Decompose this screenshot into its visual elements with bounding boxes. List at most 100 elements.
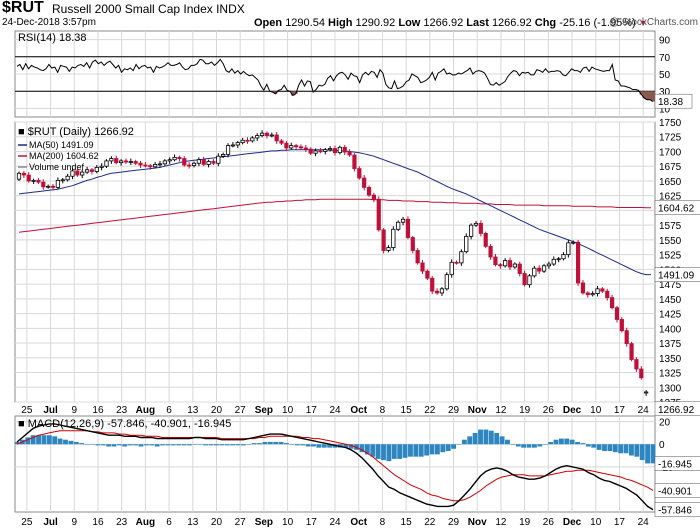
- price-tick-label: 1750: [659, 118, 682, 129]
- macd-histogram-bar: [564, 438, 570, 445]
- x-tick-label: Dec: [563, 405, 582, 416]
- macd-title: ■ MACD(12,26,9) -57.846, -40.901, -16.94…: [18, 418, 231, 430]
- candle-body: [342, 146, 347, 153]
- candle-body: [89, 169, 95, 172]
- candle-body: [182, 158, 187, 166]
- candle-body: [430, 277, 435, 292]
- candle-body: [600, 288, 605, 292]
- rsi-title: RSI(14) 18.38: [18, 32, 86, 44]
- candle-body: [143, 164, 148, 167]
- macd-histogram-bar: [575, 441, 580, 445]
- rsi-last-tag-box: [654, 93, 693, 109]
- macd-histogram-bar: [553, 439, 559, 445]
- macd-histogram-bar: [499, 436, 505, 445]
- low-label: Low: [398, 17, 421, 29]
- macd-histogram-bar: [602, 444, 607, 452]
- candle-body: [571, 241, 576, 244]
- legend-item: MA(50) 1491.09: [29, 140, 94, 150]
- price-tick-label: 1625: [659, 192, 682, 203]
- macd-histogram-bar: [440, 444, 446, 453]
- macd-histogram-bar: [321, 444, 327, 448]
- price-title: ■ $RUT (Daily) 1266.92: [18, 126, 134, 138]
- candle-body: [177, 156, 182, 159]
- x-tick-label: 24: [329, 405, 341, 416]
- macd-histogram-bar: [591, 444, 597, 448]
- x-tick-label: 23: [116, 405, 128, 416]
- chart-header: $RUT Russell 2000 Small Cap Index INDX 2…: [0, 0, 700, 30]
- macd-histogram-bar: [246, 444, 252, 445]
- rsi-oversold-fill: [639, 91, 644, 95]
- candle-body: [284, 142, 289, 149]
- low-value: 1266.92: [423, 17, 464, 29]
- macd-histogram-bar: [316, 444, 322, 448]
- candle-body: [362, 177, 367, 188]
- macd-histogram-bar: [650, 444, 656, 464]
- x-tick-label: 12: [495, 405, 507, 416]
- candle-body: [575, 241, 581, 284]
- macd-histogram-bar: [154, 444, 160, 447]
- x-tick-label: 15: [401, 517, 413, 528]
- candle-body: [498, 264, 503, 267]
- macd-hist-tag: -16.945: [658, 459, 692, 470]
- macd-histogram-bar: [36, 435, 41, 445]
- rsi-tick-label: 10: [659, 104, 671, 115]
- macd-last-tag-box: [654, 502, 700, 517]
- legend-item: MA(200) 1604.62: [29, 151, 99, 161]
- candle-body: [347, 151, 352, 156]
- price-last-tag-box: [654, 401, 700, 417]
- macd-histogram-bar: [149, 444, 155, 446]
- candle-body: [537, 267, 542, 272]
- candle-body: [386, 247, 391, 251]
- candle-body: [337, 146, 342, 154]
- candle-body: [493, 256, 498, 266]
- macd-histogram-bar: [294, 444, 300, 446]
- macd-histogram-bar: [424, 444, 430, 456]
- macd-histogram-bar: [548, 441, 554, 445]
- macd-histogram-bar: [402, 444, 408, 458]
- x-tick-label: 27: [235, 405, 247, 416]
- macd-histogram-bar: [46, 435, 52, 445]
- macd-last-tag: -57.846: [658, 506, 692, 517]
- candle-body: [410, 237, 415, 251]
- macd-histogram-bar: [79, 443, 85, 445]
- macd-histogram-bar: [521, 444, 527, 448]
- candle-body: [308, 148, 313, 154]
- macd-line: [16, 423, 654, 511]
- candle-body: [216, 155, 221, 164]
- candle-body: [255, 135, 260, 139]
- candle-body: [444, 274, 449, 290]
- candle-body: [561, 254, 566, 260]
- macd-histogram-bar: [284, 443, 289, 445]
- candle-body: [590, 293, 595, 296]
- candle-body: [162, 160, 167, 165]
- x-tick-label: 24: [638, 517, 650, 528]
- candle-body: [172, 156, 177, 161]
- last-value: 1266.92: [491, 17, 532, 29]
- macd-signal-tag-box: [654, 483, 700, 498]
- x-tick-label: 13: [187, 405, 199, 416]
- x-tick-label: Sep: [255, 517, 273, 528]
- macd-histogram-bar: [73, 441, 79, 445]
- candle-body: [84, 169, 90, 173]
- candle-body: [206, 161, 211, 165]
- candle-body: [551, 258, 556, 265]
- macd-histogram-bar: [106, 444, 112, 447]
- x-tick-label: 20: [211, 405, 223, 416]
- chg-value: -25.16 (-1.95%): [559, 17, 636, 29]
- x-tick-label: 26: [543, 405, 555, 416]
- macd-histogram-bar: [488, 430, 494, 445]
- macd-histogram-bar: [63, 439, 68, 445]
- macd-histogram-bar: [478, 429, 483, 445]
- candle-body: [55, 179, 60, 188]
- watermark: @ StockCharts.com: [608, 17, 698, 28]
- x-tick-label: 27: [235, 517, 247, 528]
- x-tick-label: Nov: [468, 517, 487, 528]
- macd-histogram-bar: [612, 444, 618, 453]
- x-tick-label: 10: [282, 517, 294, 528]
- candle-body: [434, 290, 440, 294]
- x-tick-label: Aug: [136, 405, 155, 416]
- macd-histogram-bar: [213, 444, 219, 446]
- x-tick-label: Jul: [43, 405, 58, 416]
- rsi-tick-label: 90: [659, 36, 671, 47]
- macd-histogram-bar: [176, 444, 182, 446]
